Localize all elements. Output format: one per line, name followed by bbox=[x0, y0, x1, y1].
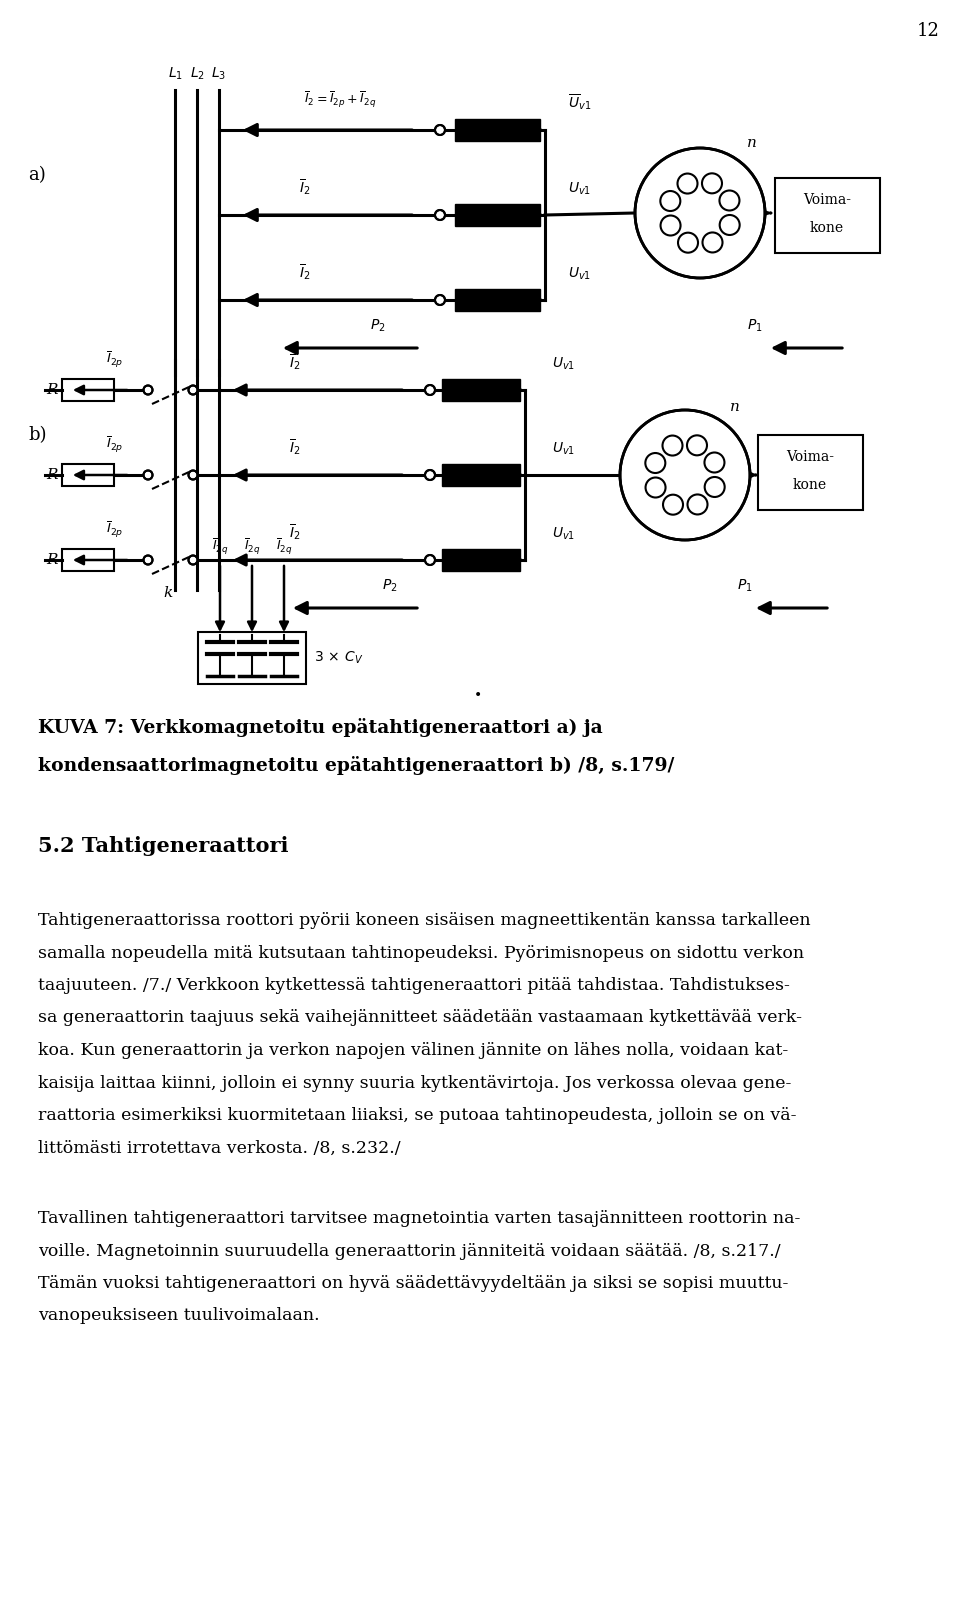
Circle shape bbox=[425, 556, 435, 564]
Circle shape bbox=[425, 386, 435, 394]
Text: 12: 12 bbox=[917, 23, 940, 41]
Bar bbox=[62, 379, 114, 400]
Text: $\overline{I}_2$: $\overline{I}_2$ bbox=[289, 438, 300, 457]
Circle shape bbox=[189, 386, 197, 394]
Text: raattoria esimerkiksi kuormitetaan liiaksi, se putoaa tahtinopeudesta, jolloin s: raattoria esimerkiksi kuormitetaan liiak… bbox=[38, 1107, 797, 1123]
Text: R: R bbox=[46, 383, 58, 397]
Text: $\overline{I}_2$: $\overline{I}_2$ bbox=[300, 263, 311, 282]
Text: •: • bbox=[474, 687, 482, 702]
Bar bbox=[442, 550, 520, 571]
Text: $L_3$: $L_3$ bbox=[211, 65, 227, 83]
Text: KUVA 7: Verkkomagnetoitu epätahtigeneraattori a) ja: KUVA 7: Verkkomagnetoitu epätahtigeneraa… bbox=[38, 718, 603, 738]
Circle shape bbox=[425, 470, 435, 480]
Bar bbox=[442, 379, 520, 400]
Text: $\overline{I}_{2q}$: $\overline{I}_{2q}$ bbox=[244, 537, 260, 558]
Text: samalla nopeudella mitä kutsutaan tahtinopeudeksi. Pyörimisnopeus on sidottu ver: samalla nopeudella mitä kutsutaan tahtin… bbox=[38, 945, 804, 961]
Text: $\overline{I}_{2p}$: $\overline{I}_{2p}$ bbox=[107, 434, 124, 456]
Text: $P_2$: $P_2$ bbox=[371, 318, 386, 334]
Text: kondensaattorimagnetoitu epätahtigeneraattori b) /8, s.179/: kondensaattorimagnetoitu epätahtigeneraa… bbox=[38, 755, 674, 775]
Text: $P_1$: $P_1$ bbox=[747, 318, 763, 334]
Circle shape bbox=[436, 211, 444, 219]
Text: Voima-: Voima- bbox=[803, 193, 851, 207]
Circle shape bbox=[436, 125, 444, 135]
Text: sa generaattorin taajuus sekä vaihejännitteet säädetään vastaamaan kytkettävää v: sa generaattorin taajuus sekä vaihejänni… bbox=[38, 1010, 802, 1026]
Text: Tämän vuoksi tahtigeneraattori on hyvä säädettävyydeltään ja siksi se sopisi muu: Tämän vuoksi tahtigeneraattori on hyvä s… bbox=[38, 1276, 788, 1292]
Bar bbox=[455, 204, 540, 225]
Text: $\overline{I}_{2q}$: $\overline{I}_{2q}$ bbox=[212, 537, 228, 558]
Text: littömästi irrotettava verkosta. /8, s.232./: littömästi irrotettava verkosta. /8, s.2… bbox=[38, 1140, 400, 1156]
Text: kone: kone bbox=[793, 478, 828, 493]
Text: $3\,\times\,C_V$: $3\,\times\,C_V$ bbox=[314, 650, 363, 666]
Text: 5.2 Tahtigeneraattori: 5.2 Tahtigeneraattori bbox=[38, 836, 289, 856]
Text: kone: kone bbox=[810, 220, 844, 235]
Text: Tahtigeneraattorissa roottori pyörii koneen sisäisen magneettikentän kanssa tark: Tahtigeneraattorissa roottori pyörii kon… bbox=[38, 913, 810, 929]
Bar bbox=[62, 464, 114, 486]
Text: kaisija laittaa kiinni, jolloin ei synny suuria kytkentävirtoja. Jos verkossa ol: kaisija laittaa kiinni, jolloin ei synny… bbox=[38, 1075, 791, 1091]
Text: R: R bbox=[46, 468, 58, 481]
Circle shape bbox=[189, 556, 197, 564]
Text: $U_{v1}$: $U_{v1}$ bbox=[552, 355, 576, 371]
Text: vanopeuksiseen tuulivoimalaan.: vanopeuksiseen tuulivoimalaan. bbox=[38, 1308, 320, 1324]
Circle shape bbox=[144, 556, 152, 564]
Circle shape bbox=[189, 472, 197, 478]
Text: $P_1$: $P_1$ bbox=[737, 577, 753, 593]
Text: k: k bbox=[163, 587, 173, 600]
Bar bbox=[198, 632, 306, 684]
Text: $\overline{I}_2 = \overline{I}_{2p} + \overline{I}_{2q}$: $\overline{I}_2 = \overline{I}_{2p} + \o… bbox=[304, 89, 376, 110]
Text: R: R bbox=[46, 553, 58, 567]
Circle shape bbox=[621, 412, 749, 540]
Text: b): b) bbox=[28, 426, 46, 444]
Text: $\overline{I}_{2q}$: $\overline{I}_{2q}$ bbox=[276, 537, 292, 558]
Circle shape bbox=[144, 386, 152, 394]
Text: $L_2$: $L_2$ bbox=[189, 65, 204, 83]
Text: voille. Magnetoinnin suuruudella generaattorin jänniteitä voidaan säätää. /8, s.: voille. Magnetoinnin suuruudella generaa… bbox=[38, 1243, 780, 1260]
Text: $\overline{I}_{2p}$: $\overline{I}_{2p}$ bbox=[107, 520, 124, 540]
Bar bbox=[62, 550, 114, 571]
Circle shape bbox=[144, 472, 152, 478]
Circle shape bbox=[636, 149, 764, 277]
Text: n: n bbox=[747, 136, 756, 151]
Bar bbox=[775, 178, 880, 253]
Bar bbox=[758, 434, 863, 511]
Text: $U_{v1}$: $U_{v1}$ bbox=[552, 525, 576, 541]
Circle shape bbox=[436, 295, 444, 305]
Text: Tavallinen tahtigeneraattori tarvitsee magnetointia varten tasajännitteen rootto: Tavallinen tahtigeneraattori tarvitsee m… bbox=[38, 1209, 801, 1227]
Bar bbox=[442, 464, 520, 486]
Text: $U_{v1}$: $U_{v1}$ bbox=[568, 266, 591, 282]
Text: a): a) bbox=[28, 165, 46, 185]
Text: $P_2$: $P_2$ bbox=[382, 577, 397, 593]
Text: $\overline{I}_2$: $\overline{I}_2$ bbox=[289, 522, 300, 541]
Text: $U_{v1}$: $U_{v1}$ bbox=[552, 441, 576, 457]
Text: $\overline{U}_{v1}$: $\overline{U}_{v1}$ bbox=[568, 92, 591, 112]
Text: $\overline{I}_2$: $\overline{I}_2$ bbox=[289, 352, 300, 371]
Text: $U_{v1}$: $U_{v1}$ bbox=[568, 180, 591, 198]
Text: $L_1$: $L_1$ bbox=[167, 65, 182, 83]
Text: koa. Kun generaattorin ja verkon napojen välinen jännite on lähes nolla, voidaan: koa. Kun generaattorin ja verkon napojen… bbox=[38, 1042, 788, 1059]
Text: $\overline{I}_2$: $\overline{I}_2$ bbox=[300, 177, 311, 198]
Bar bbox=[455, 118, 540, 141]
Text: n: n bbox=[730, 400, 740, 413]
Bar bbox=[455, 289, 540, 311]
Text: Voima-: Voima- bbox=[786, 451, 834, 464]
Text: taajuuteen. /7./ Verkkoon kytkettessä tahtigeneraattori pitää tahdistaa. Tahdist: taajuuteen. /7./ Verkkoon kytkettessä ta… bbox=[38, 977, 790, 994]
Text: $\overline{I}_{2p}$: $\overline{I}_{2p}$ bbox=[107, 350, 124, 370]
